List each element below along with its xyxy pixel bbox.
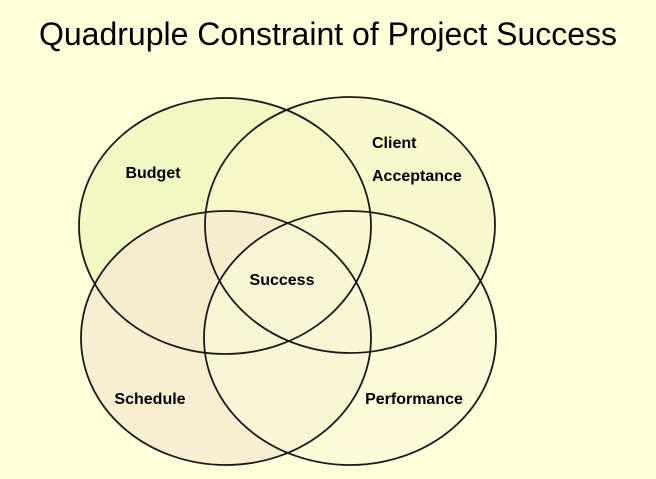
outline-budget: [78, 97, 372, 355]
outline-performance: [203, 210, 497, 466]
label-success: Success: [250, 272, 315, 289]
slide-title: Quadruple Constraint of Project Success: [38, 16, 618, 52]
label-budget: Budget: [125, 165, 181, 182]
label-client: Client: [372, 135, 417, 152]
outline-schedule: [80, 210, 372, 466]
label-schedule: Schedule: [114, 391, 185, 408]
label-performance: Performance: [365, 391, 463, 408]
circle-performance: [204, 211, 496, 465]
label-acceptance: Acceptance: [372, 168, 462, 185]
outline-client-acceptance: [204, 96, 496, 354]
